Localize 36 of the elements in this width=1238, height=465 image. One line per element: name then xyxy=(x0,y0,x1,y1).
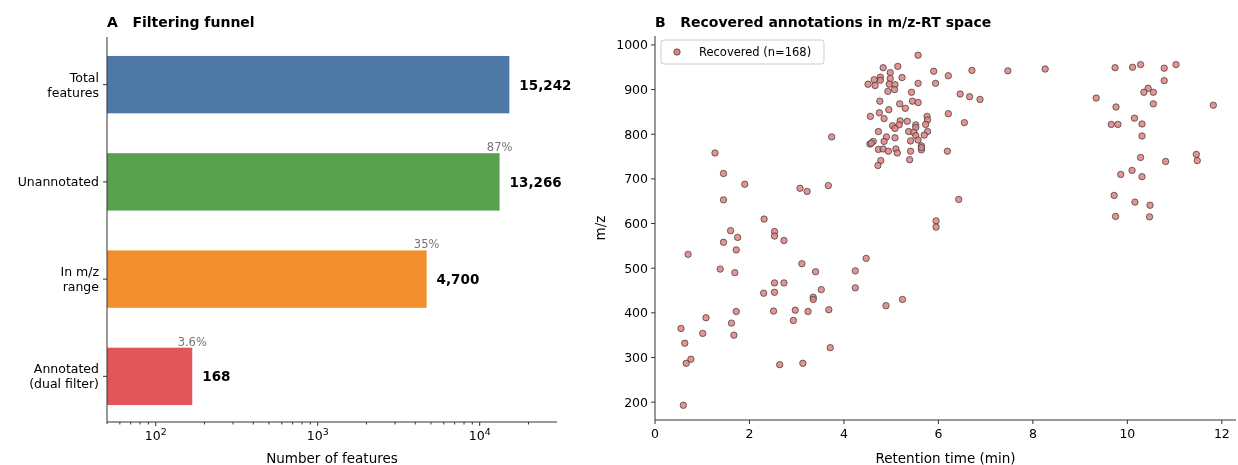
x-tick-label: 10$^{3}$ xyxy=(306,425,329,443)
x-tick-label: 4 xyxy=(839,426,848,441)
y-tick-label: 400 xyxy=(624,305,649,321)
x-tick-label: 2 xyxy=(745,426,754,441)
data-label: 168 xyxy=(202,368,231,385)
x-tick-label: 6 xyxy=(934,426,943,441)
y-tick-label: 1000 xyxy=(616,37,649,53)
y-tick-label: 200 xyxy=(624,394,649,410)
annotation: 35% xyxy=(413,237,440,252)
annotation: 3.6% xyxy=(177,334,207,349)
data-label: 13,266 xyxy=(509,173,562,190)
x-axis-title: Retention time (min) xyxy=(875,450,1016,465)
y-tick-label: 800 xyxy=(624,126,649,142)
y-tick-label: 300 xyxy=(624,349,649,365)
y-tick-label: Annotated (dual filter) xyxy=(29,361,99,392)
x-tick-label: 10 xyxy=(1119,426,1136,441)
x-tick-label: 10$^{2}$ xyxy=(144,425,167,443)
x-axis-title: Number of features xyxy=(266,450,398,465)
x-tick-label: 10$^{4}$ xyxy=(468,425,491,443)
y-axis-title: m/z xyxy=(592,215,608,241)
x-tick-label: 12 xyxy=(1213,426,1230,441)
y-tick-label: 500 xyxy=(624,260,649,276)
annotation: 87% xyxy=(486,140,513,155)
x-tick-label: 8 xyxy=(1028,426,1037,441)
y-tick-label: In m/z range xyxy=(60,264,100,295)
chart-title: A Filtering funnel xyxy=(107,14,255,30)
x-tick-label: 0 xyxy=(651,426,660,441)
y-tick-label: Total features xyxy=(47,69,99,100)
y-tick-label: 600 xyxy=(624,216,649,232)
legend-label: Recovered (n=168) xyxy=(699,45,812,59)
y-tick-label: 700 xyxy=(624,171,649,187)
chart-title: B Recovered annotations in m/z-RT space xyxy=(655,14,992,30)
data-label: 15,242 xyxy=(519,76,572,93)
y-tick-label: 900 xyxy=(624,82,649,98)
y-tick-label: Unannotated xyxy=(17,174,99,190)
data-label: 4,700 xyxy=(436,271,480,288)
